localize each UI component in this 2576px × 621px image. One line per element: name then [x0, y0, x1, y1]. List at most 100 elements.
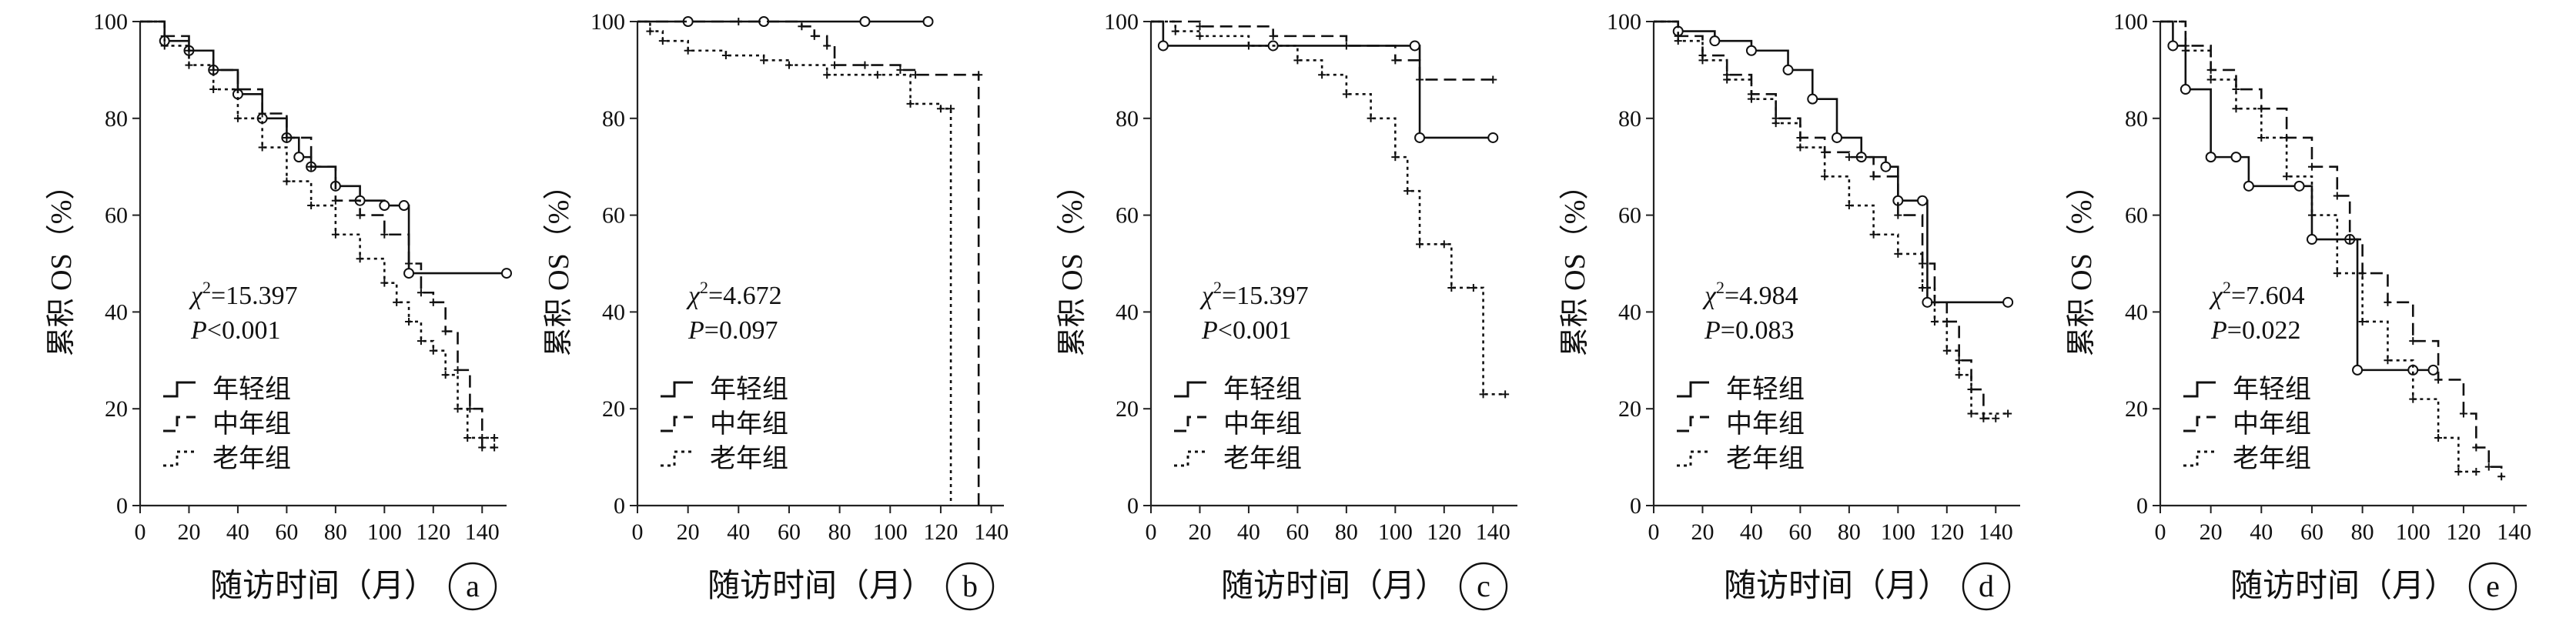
x-axis-label: 随访时间（月）: [1724, 569, 1950, 604]
censor-mark: [1416, 240, 1424, 249]
x-tick-label: 0: [1648, 519, 1660, 545]
censor-mark: [1869, 172, 1878, 181]
legend-swatch: [1677, 381, 1709, 398]
y-tick-label: 80: [1116, 106, 1139, 132]
legend-swatch: [163, 381, 196, 398]
y-tick-label: 20: [1116, 396, 1139, 422]
censor-mark: [1930, 317, 1939, 326]
censor-mark: [760, 56, 768, 65]
p-value: <0.001: [1218, 316, 1292, 345]
censor-mark: [947, 105, 955, 113]
y-tick-label: 20: [602, 396, 625, 422]
censor-mark: [1967, 409, 1975, 418]
y-axis-label: 累积 OS（%）: [45, 171, 78, 357]
censor-mark: [1747, 95, 1755, 103]
censor-mark: [823, 71, 831, 79]
x-tick-label: 100: [1881, 519, 1915, 545]
legend-label: 老年组: [1223, 444, 1302, 473]
y-tick-label: 40: [1116, 299, 1139, 325]
y-axis-label: 累积 OS（%）: [543, 171, 575, 357]
censor-mark: [283, 133, 291, 142]
p-value: =0.083: [1721, 316, 1795, 345]
censor-mark: [1880, 161, 1892, 172]
censor-mark: [1942, 346, 1951, 355]
censor-mark: [1196, 32, 1204, 40]
legend-label: 老年组: [2233, 444, 2311, 473]
p-value-stat: P=0.022: [2210, 316, 2300, 345]
x-tick-label: 60: [778, 519, 801, 545]
x-tick-label: 120: [923, 519, 958, 545]
x-tick-label: 0: [1146, 519, 1157, 545]
censor-mark: [646, 27, 654, 35]
censor-mark: [1698, 56, 1707, 65]
censor-mark: [1403, 187, 1412, 195]
x-tick-label: 60: [2300, 519, 2323, 545]
censor-mark: [1196, 22, 1204, 31]
legend-label: 中年组: [212, 409, 291, 439]
censor-mark: [441, 371, 450, 379]
y-tick-label: 80: [602, 106, 625, 132]
censor-mark: [1489, 75, 1497, 84]
p-value: =0.097: [704, 316, 778, 345]
x-tick-label: 0: [135, 519, 146, 545]
x-tick-label: 80: [1838, 519, 1861, 545]
panel-label: a: [466, 569, 480, 603]
censor-mark: [356, 211, 364, 219]
panel-label-circle: [448, 562, 497, 611]
censor-mark: [2358, 317, 2367, 326]
censor-mark: [429, 346, 437, 355]
censor-mark: [501, 268, 512, 279]
chi-square-stat: χ2=4.672: [686, 278, 782, 310]
censor-mark: [861, 61, 869, 69]
censor-mark: [810, 32, 818, 40]
censor-mark: [2333, 269, 2341, 278]
legend-swatch: [661, 416, 693, 432]
panel-label-circle: [2468, 562, 2517, 611]
censor-mark: [684, 46, 692, 55]
p-value-stat: P<0.001: [1201, 316, 1291, 345]
x-axis-label: 随访时间（月）: [210, 569, 437, 604]
y-tick-label: 40: [2125, 299, 2148, 325]
legend-label: 老年组: [710, 444, 788, 473]
x-axis-label: 随访时间（月）: [708, 569, 934, 604]
p-value: <0.001: [207, 316, 281, 345]
chi-symbol: χ: [1199, 282, 1214, 310]
x-tick-label: 140: [1476, 519, 1510, 545]
y-tick-label: 0: [2136, 493, 2148, 519]
censor-mark: [1709, 35, 1721, 47]
censor-mark: [2454, 467, 2463, 476]
censor-mark: [1917, 195, 1929, 206]
chi-symbol: χ: [686, 282, 701, 310]
y-tick-label: 0: [1127, 493, 1139, 519]
x-tick-label: 100: [1378, 519, 1413, 545]
censor-mark: [1391, 153, 1400, 162]
panel-label: b: [962, 569, 978, 603]
censor-mark: [307, 202, 316, 210]
panel-b: 0 20 40 60 80 100 0 20 40 60 80 100 120 140 累积 OS（%） 随访…: [543, 9, 1009, 611]
y-tick-label: 20: [2125, 396, 2148, 422]
x-tick-label: 40: [1740, 519, 1763, 545]
censor-mark: [1796, 143, 1805, 152]
x-tick-label: 80: [324, 519, 347, 545]
p-value: =0.022: [2227, 316, 2301, 345]
censor-mark: [1367, 114, 1375, 122]
censor-mark: [393, 298, 401, 306]
y-tick-label: 20: [1618, 396, 1641, 422]
censor-mark: [2384, 298, 2392, 306]
chi-square-stat: χ2=7.604: [2209, 278, 2305, 310]
y-tick-label: 0: [116, 493, 128, 519]
chi-value: =15.397: [211, 282, 298, 310]
censor-mark: [912, 71, 920, 79]
legend-swatch: [1174, 381, 1206, 398]
x-tick-label: 0: [2155, 519, 2166, 545]
km-curve-dashed: [1151, 20, 1494, 81]
y-tick-label: 60: [105, 203, 128, 229]
censor-mark: [975, 71, 983, 79]
censor-mark: [417, 337, 425, 346]
legend-label: 中年组: [1223, 409, 1302, 439]
censor-mark: [1244, 42, 1253, 50]
x-tick-label: 120: [416, 519, 450, 545]
censor-mark: [2434, 433, 2443, 442]
y-tick-label: 40: [602, 299, 625, 325]
km-curve-dotted: [140, 20, 495, 439]
